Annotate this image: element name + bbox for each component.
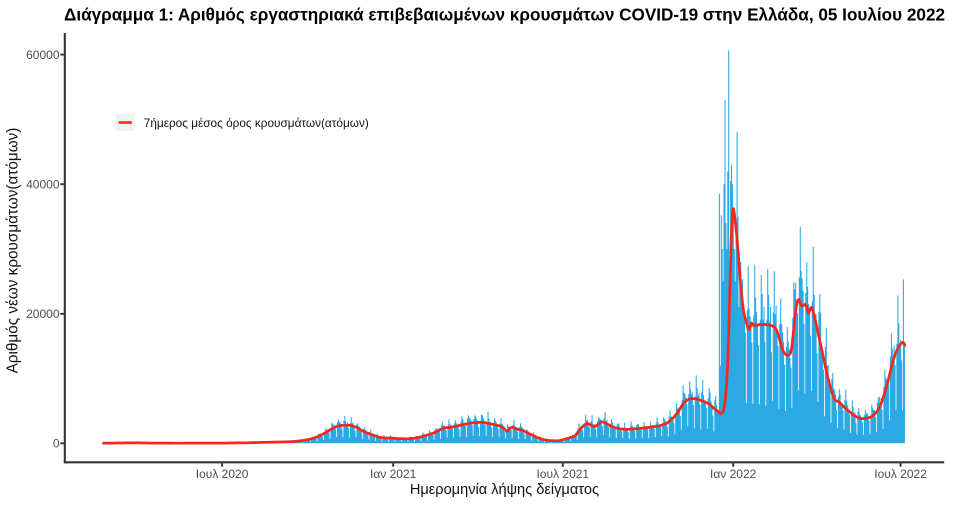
- svg-text:0: 0: [53, 437, 60, 451]
- svg-text:Ιουλ 2022: Ιουλ 2022: [874, 467, 927, 481]
- svg-text:Ημερομηνία λήψης δείγματος: Ημερομηνία λήψης δείγματος: [410, 482, 599, 498]
- svg-text:Ιουλ 2021: Ιουλ 2021: [536, 467, 589, 481]
- svg-text:Ιαν 2021: Ιαν 2021: [370, 467, 417, 481]
- svg-text:Ιαν 2022: Ιαν 2022: [710, 467, 757, 481]
- svg-text:Ιουλ 2020: Ιουλ 2020: [196, 467, 249, 481]
- svg-text:60000: 60000: [26, 48, 60, 62]
- svg-text:20000: 20000: [26, 307, 60, 321]
- svg-text:7ήμερος μέσος όρος κρουσμάτων(: 7ήμερος μέσος όρος κρουσμάτων(ατόμων): [144, 116, 369, 130]
- svg-text:Διάγραμμα 1: Αριθμός εργαστηρι: Διάγραμμα 1: Αριθμός εργαστηριακά επιβεβ…: [64, 4, 945, 24]
- svg-text:40000: 40000: [26, 177, 60, 191]
- svg-text:Αριθμός νέων κρουσμάτων(ατόμων: Αριθμός νέων κρουσμάτων(ατόμων): [5, 128, 22, 374]
